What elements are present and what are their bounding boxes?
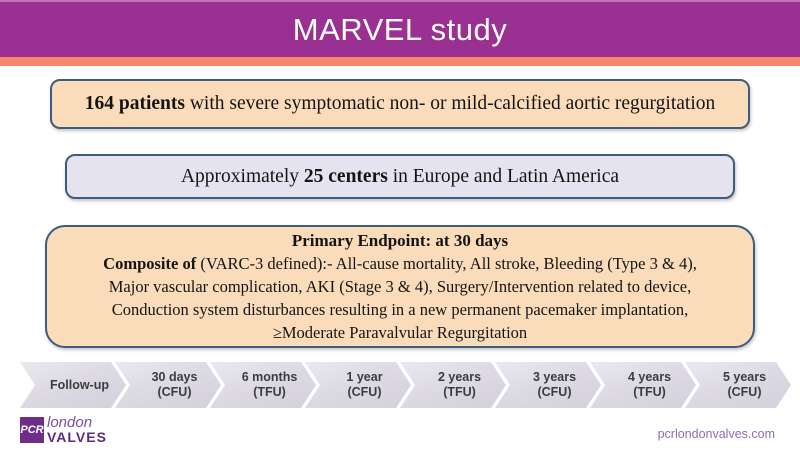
patients-text: 164 patients with severe symptomatic non… — [85, 93, 716, 115]
header-accent-bar — [0, 57, 800, 66]
pcr-london-valves-logo: PCR london VALVES — [20, 414, 107, 445]
chevron-sublabel: (CFU) — [157, 385, 192, 399]
pcr-logo-icon: PCR — [20, 417, 44, 443]
timeline-chevron-4-years: 4 years (TFU) — [590, 362, 696, 408]
logo-london-label: london — [47, 414, 93, 431]
timeline-chevron-3-years: 3 years (CFU) — [495, 362, 601, 408]
website-link[interactable]: pcrlondonvalves.com — [657, 427, 775, 441]
timeline-chevron-6-months: 6 months (TFU) — [210, 362, 316, 408]
centers-box: Approximately 25 centers in Europe and L… — [65, 154, 735, 199]
chevron-sublabel: (CFU) — [727, 385, 762, 399]
timeline-chevron-2-years: 2 years (TFU) — [400, 362, 506, 408]
chevron-label: 4 years — [627, 370, 672, 384]
chevron-label: 6 months — [241, 370, 298, 384]
timeline-chevron-followup: Follow-up — [20, 362, 126, 408]
patients-box: 164 patients with severe symptomatic non… — [50, 79, 750, 129]
timeline-chevron-30-days: 30 days (CFU) — [115, 362, 221, 408]
logo-text: london VALVES — [47, 414, 107, 445]
endpoint-line-4: Conduction system disturbances resulting… — [111, 300, 689, 319]
endpoint-line-3: Major vascular complication, AKI (Stage … — [108, 277, 692, 296]
centers-prefix: Approximately — [180, 165, 304, 187]
centers-count: 25 centers — [303, 165, 388, 187]
timeline-chevron-1-year: 1 year (CFU) — [305, 362, 411, 408]
endpoint-composite-label: Composite of — [103, 254, 197, 273]
chevron-label: 2 years — [437, 370, 482, 384]
chevron-label: 3 years — [532, 370, 577, 384]
chevron-sublabel: (TFU) — [633, 385, 666, 399]
patients-description: with severe symptomatic non- or mild-cal… — [184, 93, 716, 114]
endpoint-line-2: Composite of (VARC-3 defined):- All-caus… — [103, 252, 697, 275]
centers-description: in Europe and Latin America — [387, 165, 620, 187]
endpoint-title: Primary Endpoint: at 30 days — [291, 231, 509, 250]
endpoint-line-2-rest: (VARC-3 defined):- All-cause mortality, … — [196, 254, 697, 273]
chevron-label: Follow-up — [49, 377, 109, 392]
endpoint-line-5: ≥Moderate Paravalvular Regurgitation — [272, 323, 528, 342]
chevron-sublabel: (TFU) — [253, 385, 286, 399]
header-banner: MARVEL study — [0, 0, 800, 57]
centers-text: Approximately 25 centers in Europe and L… — [181, 166, 619, 188]
chevron-sublabel: (CFU) — [347, 385, 382, 399]
logo-valves-label: VALVES — [47, 429, 107, 445]
patients-count: 164 patients — [84, 93, 185, 114]
primary-endpoint-box: Primary Endpoint: at 30 days Composite o… — [45, 225, 755, 348]
chevron-sublabel: (TFU) — [443, 385, 476, 399]
chevron-label: 1 year — [346, 370, 383, 384]
slide-title: MARVEL study — [292, 11, 508, 47]
chevron-sublabel: (CFU) — [537, 385, 572, 399]
chevron-label: 5 years — [722, 370, 767, 384]
chevron-label: 30 days — [151, 370, 198, 384]
timeline-chevron-5-years: 5 years (CFU) — [685, 362, 791, 408]
